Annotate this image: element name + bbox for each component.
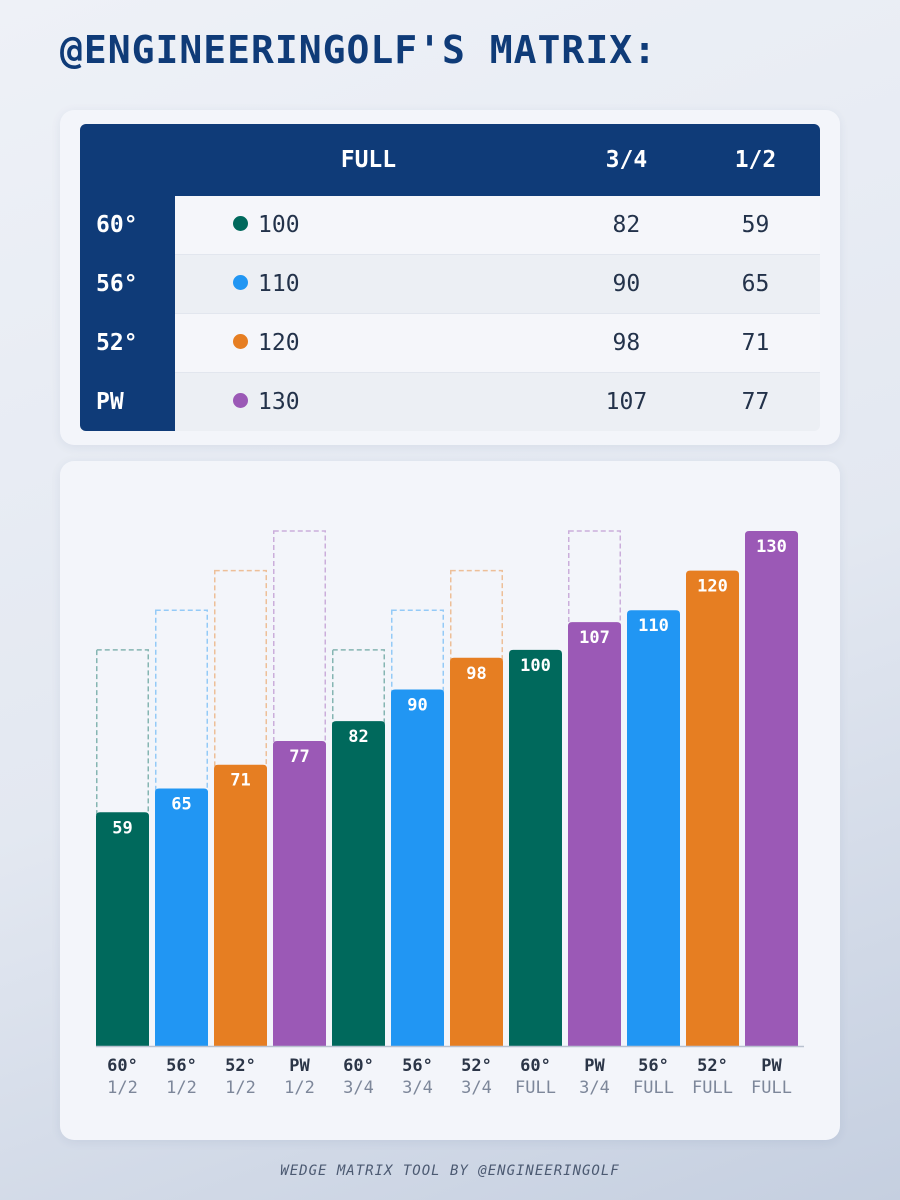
club-color-dot-icon	[233, 216, 248, 231]
table-row: PW 130 107 77	[80, 372, 820, 431]
bar	[155, 788, 208, 1046]
full-distance-cell: 110	[175, 254, 562, 314]
x-tick-label-club: 52°	[225, 1056, 256, 1076]
full-distance-cell: 100	[175, 196, 562, 255]
three-quarter-distance-cell: 90	[561, 254, 691, 314]
table-row: 52° 120 98 71	[80, 313, 820, 373]
column-header-half: 1/2	[690, 124, 820, 196]
bar-value-label: 65	[171, 795, 191, 815]
x-tick-label-club: PW	[761, 1056, 782, 1076]
x-tick-label-swing: 3/4	[579, 1078, 610, 1098]
full-distance-value: 110	[258, 271, 300, 297]
bar	[450, 657, 503, 1046]
matrix-card: FULL 3/4 1/2 60° 100 82 59 56° 110 90 65…	[60, 110, 840, 445]
club-color-dot-icon	[233, 334, 248, 349]
x-tick-label-swing: 1/2	[166, 1078, 197, 1098]
bar-value-label: 71	[230, 771, 250, 791]
bar-value-label: 107	[579, 628, 610, 648]
x-tick-label-club: PW	[584, 1056, 605, 1076]
bar	[214, 764, 267, 1046]
three-quarter-distance-cell: 98	[561, 313, 691, 373]
row-label-club: PW	[80, 372, 175, 431]
x-tick-label-club: 52°	[697, 1056, 728, 1076]
bar	[332, 721, 385, 1046]
page-title: @ENGINEERINGOLF'S MATRIX:	[60, 28, 657, 72]
distance-bar-chart: 5960°1/26556°1/27152°1/277PW1/28260°3/49…	[96, 530, 804, 1098]
x-tick-label-club: 52°	[461, 1056, 492, 1076]
half-distance-cell: 71	[690, 313, 820, 373]
bar-value-label: 90	[407, 695, 427, 715]
x-tick-label-swing: FULL	[751, 1078, 792, 1098]
x-tick-label-swing: FULL	[515, 1078, 556, 1098]
bar	[568, 622, 621, 1046]
x-tick-label-swing: 1/2	[107, 1078, 138, 1098]
half-distance-cell: 77	[690, 372, 820, 431]
bar-value-label: 100	[520, 656, 551, 676]
table-row: 56° 110 90 65	[80, 254, 820, 314]
bar	[509, 649, 562, 1046]
club-color-dot-icon	[233, 275, 248, 290]
club-color-dot-icon	[233, 393, 248, 408]
full-distance-cell: 130	[175, 372, 562, 431]
bar-value-label: 120	[697, 577, 728, 597]
bar	[686, 570, 739, 1046]
x-tick-label-club: 56°	[166, 1056, 197, 1076]
bar	[96, 812, 149, 1046]
bar	[745, 531, 798, 1046]
x-tick-label-club: 60°	[343, 1056, 374, 1076]
row-label-club: 52°	[80, 313, 175, 373]
half-distance-cell: 59	[741, 212, 770, 238]
half-distance-cell: 65	[690, 254, 820, 314]
table-row: 60° 100 82 59	[80, 196, 820, 255]
x-tick-label-swing: FULL	[633, 1078, 674, 1098]
x-tick-label-swing: 3/4	[461, 1078, 492, 1098]
bar-value-label: 59	[112, 818, 132, 838]
column-header-three-quarter: 3/4	[561, 124, 691, 196]
x-tick-label-club: 56°	[402, 1056, 433, 1076]
footer-credit: WEDGE MATRIX TOOL BY @ENGINEERINGOLF	[280, 1163, 620, 1179]
x-tick-label-swing: 1/2	[225, 1078, 256, 1098]
chart-card: 59 60° 1/2 65 56° 1/2 71 52° 1/2 77 PW 1/2 82 60° 3/4 9…	[60, 461, 840, 1140]
bar-value-label: 130	[756, 537, 787, 557]
row-label-club: 56°	[80, 254, 175, 314]
x-tick-label-club: PW	[289, 1056, 310, 1076]
three-quarter-distance-cell: 82	[612, 212, 641, 238]
x-tick-label-swing: 1/2	[284, 1078, 315, 1098]
x-tick-label-swing: 3/4	[402, 1078, 433, 1098]
bar	[273, 740, 326, 1046]
full-distance-cell: 120	[175, 313, 562, 373]
bar	[391, 689, 444, 1046]
x-tick-label-club: 60°	[107, 1056, 138, 1076]
bar-value-label: 77	[289, 747, 309, 767]
bar-value-label: 98	[466, 664, 486, 684]
x-tick-label-swing: FULL	[692, 1078, 733, 1098]
x-tick-label-club: 60°	[520, 1056, 551, 1076]
bar-value-label: 110	[638, 616, 669, 636]
table-corner	[80, 124, 175, 196]
three-quarter-distance-cell: 107	[561, 372, 691, 431]
column-header-full: FULL	[175, 124, 562, 196]
row-label-club: 60°	[80, 196, 175, 255]
full-distance-value: 100	[258, 212, 300, 238]
full-distance-value: 120	[258, 330, 300, 356]
x-tick-label-swing: 3/4	[343, 1078, 374, 1098]
distance-matrix-table: FULL 3/4 1/2 60° 100 82 59 56° 110 90 65…	[80, 124, 820, 431]
x-tick-label-club: 56°	[638, 1056, 669, 1076]
full-distance-value: 130	[258, 389, 300, 415]
bar-value-label: 82	[348, 727, 368, 747]
bar	[627, 610, 680, 1046]
table-header-row: FULL 3/4 1/2	[80, 124, 820, 196]
